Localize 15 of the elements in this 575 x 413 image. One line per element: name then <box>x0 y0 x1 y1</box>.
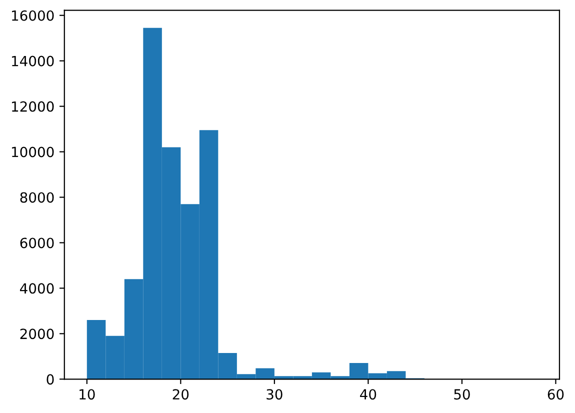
y-tick-label: 6000 <box>20 238 54 248</box>
x-tick-label: 40 <box>360 389 376 400</box>
y-tick-label: 2000 <box>20 328 54 340</box>
y-tick-label: 14000 <box>12 56 54 66</box>
x-tick-label: 60 <box>548 389 564 400</box>
x-tick-label: 30 <box>266 389 282 400</box>
x-tick-label: 20 <box>172 389 189 400</box>
y-tick-label: 8000 <box>20 192 54 203</box>
x-tick-label: 10 <box>80 389 95 400</box>
y-tick-label: 10000 <box>12 146 54 158</box>
y-tick-label: 4000 <box>20 283 54 294</box>
x-tick-label: 50 <box>454 389 470 400</box>
y-tick-label: 16000 <box>12 10 54 21</box>
y-tick-label: 0 <box>46 374 54 385</box>
y-tick-label: 12000 <box>12 101 54 112</box>
